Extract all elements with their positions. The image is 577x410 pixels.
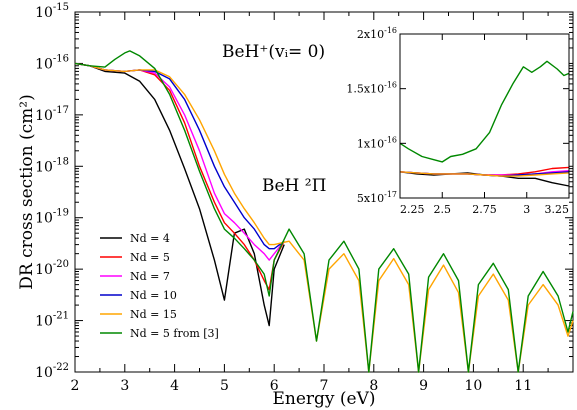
legend-label-nd-15: Nd = 15 xyxy=(130,308,177,321)
annotation-beh-state: BeH ²Π xyxy=(262,176,326,196)
inset-series-group xyxy=(399,60,570,187)
inset-y-tick-label: 5x10-17 xyxy=(357,190,397,205)
main-tick-labels: 2 3 4 5 6 7 8 9 10 11 10-22 10-21 10-20 10-19 10-18 10-… xyxy=(35,2,532,394)
inset-axis-ticks xyxy=(399,33,570,199)
legend-label-nd-4: Nd = 4 xyxy=(130,232,170,245)
inset-series-line-nd-5-from-3 xyxy=(399,60,570,163)
inset-x-tick-label: 2.25 xyxy=(400,203,425,216)
inset-x-tick-label: 3.25 xyxy=(545,203,570,216)
inset-x-tick-label: 2.5 xyxy=(434,203,452,216)
legend-label-nd-5: Nd = 5 xyxy=(130,251,170,264)
y-tick-label: 10-17 xyxy=(35,105,69,124)
x-tick-label: 9 xyxy=(419,378,428,394)
main-axis-ticks xyxy=(74,11,573,373)
x-tick-label: 11 xyxy=(514,378,532,394)
x-tick-label: 10 xyxy=(464,378,482,394)
y-tick-label: 10-16 xyxy=(35,53,69,72)
x-tick-label: 8 xyxy=(369,378,378,394)
series-line-nd-5-from-3 xyxy=(74,50,574,373)
legend-label-nd-10: Nd = 10 xyxy=(130,289,177,302)
y-tick-label: 10-22 xyxy=(35,362,69,381)
y-axis-title: DR cross section (cm²) xyxy=(17,94,37,289)
x-tick-label: 2 xyxy=(71,378,80,394)
x-axis-title: Energy (eV) xyxy=(272,389,375,409)
series-line-nd-5 xyxy=(74,62,285,291)
inset-y-tick-label: 2x10-16 xyxy=(357,26,397,41)
y-tick-label: 10-18 xyxy=(35,156,69,175)
y-tick-label: 10-15 xyxy=(35,2,69,21)
x-tick-label: 4 xyxy=(170,378,179,394)
legend-label-nd-5-from-3: Nd = 5 from [3] xyxy=(130,327,219,340)
inset-x-tick-label: 3 xyxy=(523,203,530,216)
series-line-nd-4 xyxy=(74,62,285,327)
x-tick-label: 5 xyxy=(220,378,229,394)
inset-tick-labels: 2.25 2.5 2.75 3 3.25 5x10-17 1x10-16 1.5x10-16 2… xyxy=(346,26,569,216)
inset-y-tick-label: 1.5x10-16 xyxy=(346,81,397,96)
series-line-nd-15 xyxy=(74,62,574,373)
y-tick-label: 10-21 xyxy=(35,311,69,330)
inset-y-tick-label: 1x10-16 xyxy=(357,135,397,150)
y-tick-label: 10-20 xyxy=(35,259,69,278)
y-tick-label: 10-19 xyxy=(35,208,69,227)
x-tick-label: 7 xyxy=(320,378,329,394)
legend-label-nd-7: Nd = 7 xyxy=(130,270,170,283)
x-tick-label: 3 xyxy=(120,378,129,394)
x-tick-label: 6 xyxy=(270,378,279,394)
main-series-group xyxy=(74,50,574,373)
inset-x-tick-label: 2.75 xyxy=(472,203,497,216)
annotation-beh-plus: BeH⁺(vᵢ= 0) xyxy=(222,42,325,62)
legend: Nd = 4 Nd = 5 Nd = 7 Nd = 10 Nd = 15 Nd = 5 f… xyxy=(100,232,219,340)
inset-series-line-nd-15 xyxy=(399,171,570,177)
